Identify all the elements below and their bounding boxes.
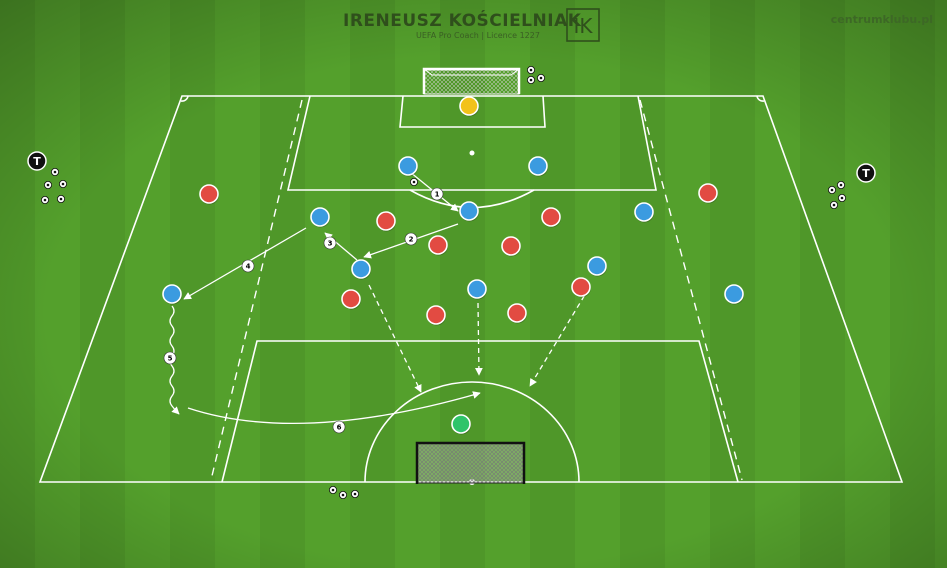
- svg-text:1: 1: [435, 191, 440, 199]
- red-player: [376, 211, 396, 232]
- run-arrow-right: [529, 287, 590, 387]
- football-icon: [338, 490, 347, 499]
- football-icon: [837, 180, 846, 189]
- corner-arc-tr: [756, 95, 765, 102]
- trainer-label: T: [33, 155, 41, 168]
- logo-letters: IK: [573, 14, 593, 38]
- pitch-outline: [38, 95, 904, 483]
- arrow-label-1: 1: [430, 187, 444, 201]
- football-icon: [328, 485, 337, 494]
- red-player: [501, 236, 521, 257]
- arrow-label-6: 6: [332, 420, 346, 434]
- arrow-6: [187, 391, 481, 424]
- football-icon: [537, 74, 546, 83]
- blue-player: [724, 284, 744, 305]
- blue-player: [398, 156, 418, 177]
- blue-player: [528, 156, 548, 177]
- trainers-layer: TT: [27, 151, 876, 183]
- red-player: [341, 289, 361, 310]
- blue-player: [634, 202, 654, 223]
- corner-arc-tl: [180, 95, 189, 102]
- blue-player: [587, 256, 607, 277]
- blue-player: [459, 201, 479, 222]
- red-player: [428, 235, 448, 256]
- svg-text:5: 5: [168, 355, 173, 363]
- arrow-label-3: 3: [323, 236, 337, 250]
- balls-layer: [41, 66, 847, 499]
- website-link[interactable]: centrumklubu.pl: [830, 13, 933, 26]
- red-player: [507, 303, 527, 324]
- blue-player: [467, 279, 487, 300]
- top-goal-area: [399, 95, 546, 128]
- football-icon: [57, 194, 66, 203]
- red-player: [571, 277, 591, 298]
- football-icon: [59, 179, 68, 188]
- blue-player: [310, 207, 330, 228]
- trainer-icon: T: [27, 151, 47, 171]
- football-icon: [828, 185, 837, 194]
- football-icon: [350, 489, 359, 498]
- run-arrow-left: [368, 284, 422, 393]
- header: IRENEUSZ KOŚCIELNIAK UEFA Pro Coach | Li…: [0, 0, 947, 50]
- red-player: [698, 183, 718, 204]
- football-icon: [527, 76, 536, 85]
- football-icon: [41, 195, 50, 204]
- trainer-label: T: [862, 167, 870, 180]
- bottom-goal-icon: [415, 441, 526, 484]
- football-icon: [409, 177, 418, 186]
- red-player: [426, 305, 446, 326]
- top-penalty-area: [286, 95, 657, 191]
- ik-logo: IK: [566, 8, 600, 42]
- football-icon: [527, 66, 536, 75]
- run-arrows-dashed: [368, 284, 590, 393]
- players-layer: [162, 96, 744, 435]
- trainer-icon: T: [856, 163, 876, 183]
- svg-text:4: 4: [246, 263, 251, 271]
- football-icon: [51, 167, 60, 176]
- red-player: [541, 207, 561, 228]
- football-icon: [44, 180, 53, 189]
- run-arrow-center: [475, 302, 483, 376]
- left-channel-line: [210, 99, 303, 481]
- svg-text:3: 3: [328, 240, 333, 248]
- dashed-channel-lines: [210, 99, 743, 481]
- blue-player: [351, 259, 371, 280]
- arrow-number-labels: 1 2 3 4 5 6: [163, 187, 444, 434]
- right-channel-line: [639, 99, 743, 481]
- svg-text:6: 6: [337, 424, 342, 432]
- goalkeeper-green: [451, 414, 471, 435]
- coach-name: IRENEUSZ KOŚCIELNIAK: [343, 11, 582, 31]
- top-penalty-spot: [469, 150, 475, 156]
- red-player: [199, 184, 219, 205]
- goalkeeper-yellow: [459, 96, 479, 117]
- football-icon: [830, 200, 839, 209]
- arrow-label-2: 2: [404, 232, 418, 246]
- bottom-center-arc: [364, 381, 580, 483]
- blue-player: [162, 284, 182, 305]
- arrow-label-4: 4: [241, 259, 255, 273]
- football-icon: [838, 193, 847, 202]
- svg-text:2: 2: [409, 236, 414, 244]
- top-goal-icon: [422, 67, 521, 95]
- coach-subtitle: UEFA Pro Coach | Licence 1227: [416, 31, 540, 40]
- arrow-label-5: 5: [163, 351, 177, 365]
